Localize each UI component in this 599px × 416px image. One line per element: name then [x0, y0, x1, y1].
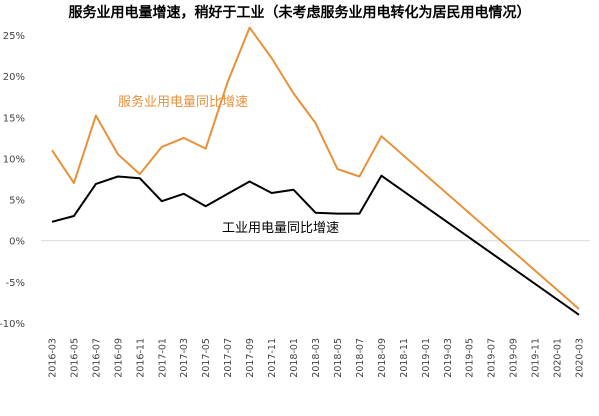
x-tick-label: 2017-09 — [245, 338, 256, 378]
x-tick-label: 2018-01 — [289, 338, 300, 378]
y-tick-label: 10% — [3, 154, 25, 165]
series-line-industry — [51, 174, 580, 316]
x-tick-label: 2017-03 — [179, 338, 190, 378]
x-tick-label: 2016-05 — [69, 338, 80, 378]
x-tick-label: 2017-11 — [267, 338, 278, 378]
x-axis: 2016-03 2016-05 2016-07 2016-09 2016-11 2017-… — [47, 338, 585, 378]
x-tick-label: 2019-05 — [465, 338, 476, 378]
y-axis: -10% -5% 0% 5% 10% 15% 20% 25% — [0, 31, 25, 330]
x-tick-label: 2017-07 — [223, 338, 234, 378]
y-tick-label: 25% — [3, 31, 25, 42]
x-tick-label: 2020-01 — [553, 338, 564, 378]
x-tick-label: 2019-11 — [531, 338, 542, 378]
series-label-industry: 工业用电量同比增速 — [222, 221, 339, 236]
x-tick-label: 2018-07 — [355, 338, 366, 378]
x-tick-label: 2019-01 — [421, 338, 432, 378]
x-tick-label: 2020-03 — [575, 338, 586, 378]
y-tick-label: -10% — [0, 319, 25, 330]
x-tick-label: 2019-03 — [443, 338, 454, 378]
y-tick-label: 15% — [3, 113, 25, 124]
x-tick-label: 2018-11 — [399, 338, 410, 378]
x-tick-label: 2016-07 — [91, 338, 102, 378]
x-tick-label: 2018-03 — [311, 338, 322, 378]
y-tick-label: 5% — [9, 196, 25, 207]
series-line-services — [51, 26, 580, 310]
y-tick-label: 20% — [3, 72, 25, 83]
x-tick-label: 2016-03 — [47, 338, 58, 378]
y-tick-label: 0% — [9, 237, 25, 248]
series-layer — [51, 26, 580, 316]
y-tick-label: -5% — [6, 278, 25, 289]
x-tick-label: 2016-11 — [135, 338, 146, 378]
x-tick-label: 2017-05 — [201, 338, 212, 378]
chart-title: 服务业用电量增速，稍好于工业（未考虑服务业用电转化为居民用电情况） — [68, 5, 531, 21]
x-tick-label: 2019-07 — [487, 338, 498, 378]
x-tick-label: 2016-09 — [113, 338, 124, 378]
x-tick-label: 2018-09 — [377, 338, 388, 378]
series-label-services: 服务业用电量同比增速 — [118, 94, 248, 110]
x-tick-label: 2018-05 — [333, 338, 344, 378]
x-tick-label: 2019-09 — [509, 338, 520, 378]
x-tick-label: 2017-01 — [157, 338, 168, 378]
